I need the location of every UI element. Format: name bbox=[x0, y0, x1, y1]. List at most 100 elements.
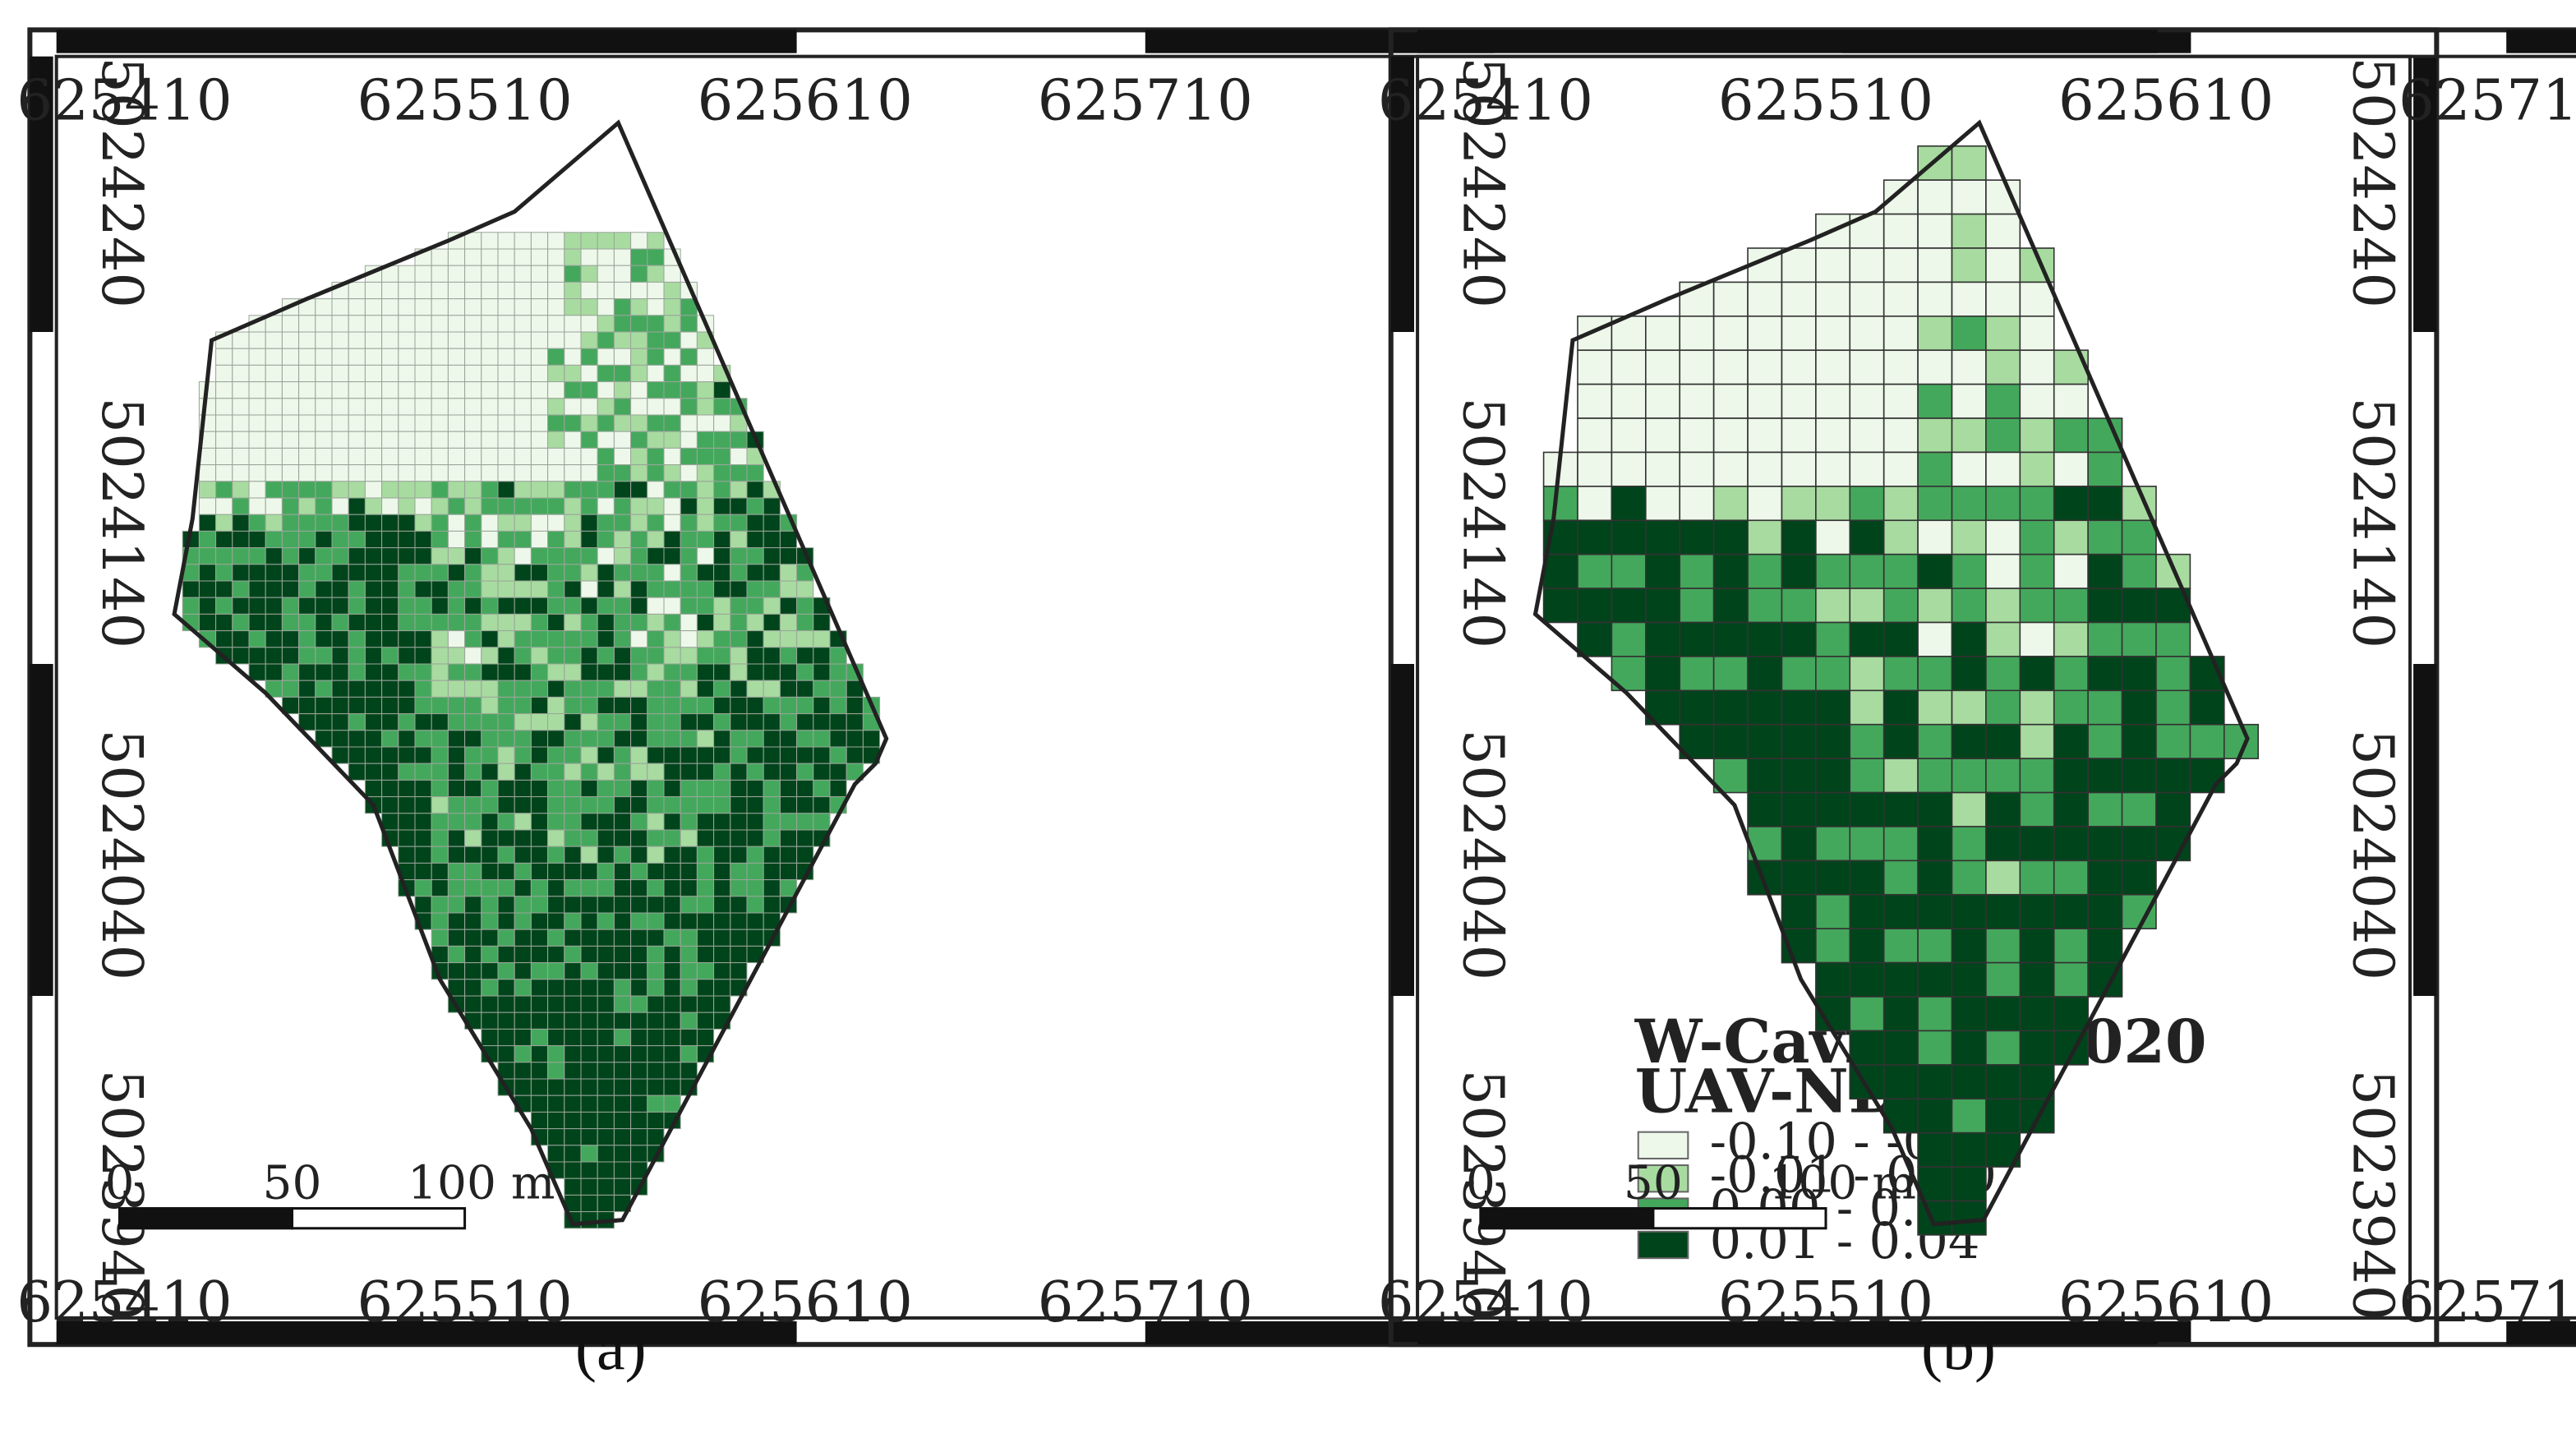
ndvi-cell bbox=[530, 564, 549, 582]
ndvi-cell bbox=[1917, 1098, 1953, 1134]
ndvi-cell bbox=[464, 364, 482, 383]
ndvi-cell bbox=[364, 398, 383, 416]
ndvi-cell bbox=[779, 680, 798, 698]
ndvi-cell bbox=[663, 315, 681, 333]
ndvi-cell bbox=[398, 630, 416, 648]
ndvi-cell bbox=[1849, 316, 1885, 352]
ndvi-cell bbox=[364, 713, 383, 731]
ndvi-cell bbox=[696, 680, 715, 698]
ndvi-cell bbox=[613, 680, 632, 698]
ndvi-cell bbox=[398, 663, 416, 681]
ndvi-cell bbox=[647, 265, 665, 283]
ndvi-cell bbox=[1985, 1064, 2021, 1100]
ndvi-cell bbox=[630, 796, 648, 814]
ndvi-cell bbox=[514, 530, 532, 549]
ndvi-cell bbox=[564, 912, 582, 930]
ndvi-cell bbox=[1679, 417, 1715, 454]
ndvi-cell bbox=[248, 364, 266, 383]
frame-bar-right bbox=[2413, 664, 2437, 996]
x-tick-bottom: 625510 bbox=[1718, 1270, 1933, 1335]
ndvi-cell bbox=[564, 281, 582, 300]
ndvi-cell bbox=[564, 663, 582, 681]
ndvi-cell bbox=[497, 663, 515, 681]
ndvi-cell bbox=[713, 730, 731, 748]
ndvi-cell bbox=[398, 779, 416, 798]
ndvi-cell bbox=[364, 746, 383, 764]
ndvi-cell bbox=[696, 796, 715, 814]
ndvi-cell bbox=[746, 879, 764, 897]
ndvi-cell bbox=[1882, 791, 1919, 827]
ndvi-cell bbox=[364, 464, 383, 482]
ndvi-cell bbox=[613, 580, 632, 598]
ndvi-cell bbox=[663, 547, 681, 565]
ndvi-cell bbox=[647, 862, 665, 881]
ndvi-cell bbox=[663, 381, 681, 399]
ndvi-cell bbox=[680, 846, 698, 864]
ndvi-cell bbox=[613, 912, 632, 930]
frame-bar-bottom bbox=[56, 1320, 797, 1345]
ndvi-cell bbox=[414, 431, 432, 449]
ndvi-cell bbox=[381, 414, 399, 432]
ndvi-cell bbox=[547, 530, 565, 549]
ndvi-cell bbox=[381, 497, 399, 515]
ndvi-cell bbox=[547, 1128, 565, 1146]
ndvi-cell bbox=[2053, 826, 2089, 862]
ndvi-cell bbox=[730, 696, 748, 715]
ndvi-cell bbox=[647, 497, 665, 515]
ndvi-cell bbox=[1917, 486, 1953, 522]
ndvi-cell bbox=[1917, 893, 1953, 929]
y-tick-right: 5024140 bbox=[2339, 397, 2405, 648]
ndvi-cell bbox=[414, 896, 432, 914]
ndvi-cell bbox=[464, 414, 482, 432]
map-inner-frame bbox=[1416, 54, 2576, 1320]
ndvi-cell bbox=[431, 414, 449, 432]
ndvi-cell bbox=[281, 647, 300, 665]
ndvi-cell bbox=[547, 497, 565, 515]
ndvi-cell bbox=[630, 630, 648, 648]
ndvi-cell bbox=[829, 647, 847, 665]
ndvi-cell bbox=[813, 796, 831, 814]
ndvi-cell bbox=[1747, 689, 1783, 726]
ndvi-cell bbox=[381, 431, 399, 449]
ndvi-cell bbox=[1781, 791, 1817, 827]
ndvi-cell bbox=[2087, 826, 2123, 862]
ndvi-cell bbox=[730, 647, 748, 665]
ndvi-cell bbox=[248, 613, 266, 632]
ndvi-cell bbox=[564, 796, 582, 814]
ndvi-cell bbox=[613, 232, 632, 250]
ndvi-cell bbox=[696, 663, 715, 681]
ndvi-cell bbox=[1645, 621, 1681, 657]
ndvi-cell bbox=[2121, 826, 2157, 862]
ndvi-cell bbox=[580, 348, 598, 366]
ndvi-cell bbox=[265, 580, 283, 598]
ndvi-cell bbox=[564, 979, 582, 997]
ndvi-cell bbox=[1577, 519, 1613, 555]
ndvi-cell bbox=[1917, 689, 1953, 726]
ndvi-cell bbox=[597, 232, 615, 250]
ndvi-cell bbox=[1917, 758, 1953, 794]
ndvi-cell bbox=[647, 464, 665, 482]
ndvi-cell bbox=[680, 829, 698, 847]
ndvi-cell bbox=[2019, 621, 2055, 657]
ndvi-cell bbox=[232, 580, 250, 598]
ndvi-cell bbox=[647, 481, 665, 499]
ndvi-cell bbox=[398, 696, 416, 715]
ndvi-cell bbox=[564, 547, 582, 565]
ndvi-cell bbox=[2087, 519, 2123, 555]
ndvi-cell bbox=[1951, 451, 1987, 487]
ndvi-cell bbox=[663, 995, 681, 1013]
ndvi-cell bbox=[1951, 588, 1987, 624]
ndvi-cell bbox=[663, 364, 681, 383]
ndvi-cell bbox=[381, 315, 399, 333]
ndvi-cell bbox=[1542, 486, 1578, 522]
ndvi-cell bbox=[1917, 826, 1953, 862]
ndvi-cell bbox=[597, 647, 615, 665]
ndvi-cell bbox=[696, 779, 715, 798]
ndvi-cell bbox=[1577, 588, 1613, 624]
ndvi-cell bbox=[580, 265, 598, 283]
ndvi-cell bbox=[597, 1045, 615, 1063]
ndvi-cell bbox=[564, 1161, 582, 1179]
ndvi-cell bbox=[265, 630, 283, 648]
ndvi-cell bbox=[647, 647, 665, 665]
